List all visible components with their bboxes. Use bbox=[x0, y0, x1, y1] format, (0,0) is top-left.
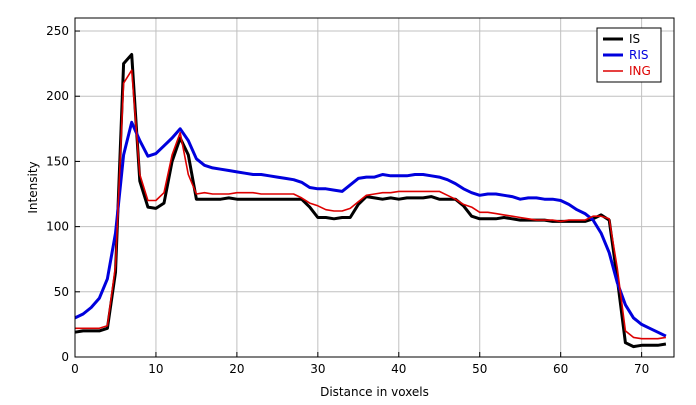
x-tick-label: 0 bbox=[71, 362, 79, 376]
legend-label-is: IS bbox=[629, 32, 640, 46]
legend-label-ris: RIS bbox=[629, 48, 649, 62]
legend-label-ing: ING bbox=[629, 64, 651, 78]
y-tick-label: 50 bbox=[54, 285, 69, 299]
x-tick-label: 10 bbox=[148, 362, 163, 376]
x-tick-label: 40 bbox=[391, 362, 406, 376]
series-line-ris bbox=[74, 120, 667, 338]
x-axis-label: Distance in voxels bbox=[320, 385, 429, 399]
x-tick-label: 50 bbox=[472, 362, 487, 376]
series-lines bbox=[74, 53, 667, 349]
x-tick-label: 60 bbox=[553, 362, 568, 376]
y-axis-label: Intensity bbox=[26, 161, 40, 213]
grid bbox=[74, 18, 674, 358]
series-line-is bbox=[74, 53, 667, 349]
plot-frame bbox=[74, 17, 675, 358]
series-line-ing bbox=[75, 69, 667, 340]
y-tick-label: 0 bbox=[61, 350, 69, 364]
y-tick-label: 200 bbox=[46, 89, 69, 103]
y-tick-label: 250 bbox=[46, 24, 69, 38]
x-tick-label: 20 bbox=[229, 362, 244, 376]
axis-ticks: 0 10 20 30 40 50 60 70 0 50 100 150 200 250 bbox=[46, 24, 649, 376]
x-tick-label: 70 bbox=[634, 362, 649, 376]
y-tick-label: 150 bbox=[46, 154, 69, 168]
y-tick-label: 100 bbox=[46, 220, 69, 234]
x-tick-label: 30 bbox=[310, 362, 325, 376]
legend: IS RIS ING bbox=[596, 27, 662, 83]
